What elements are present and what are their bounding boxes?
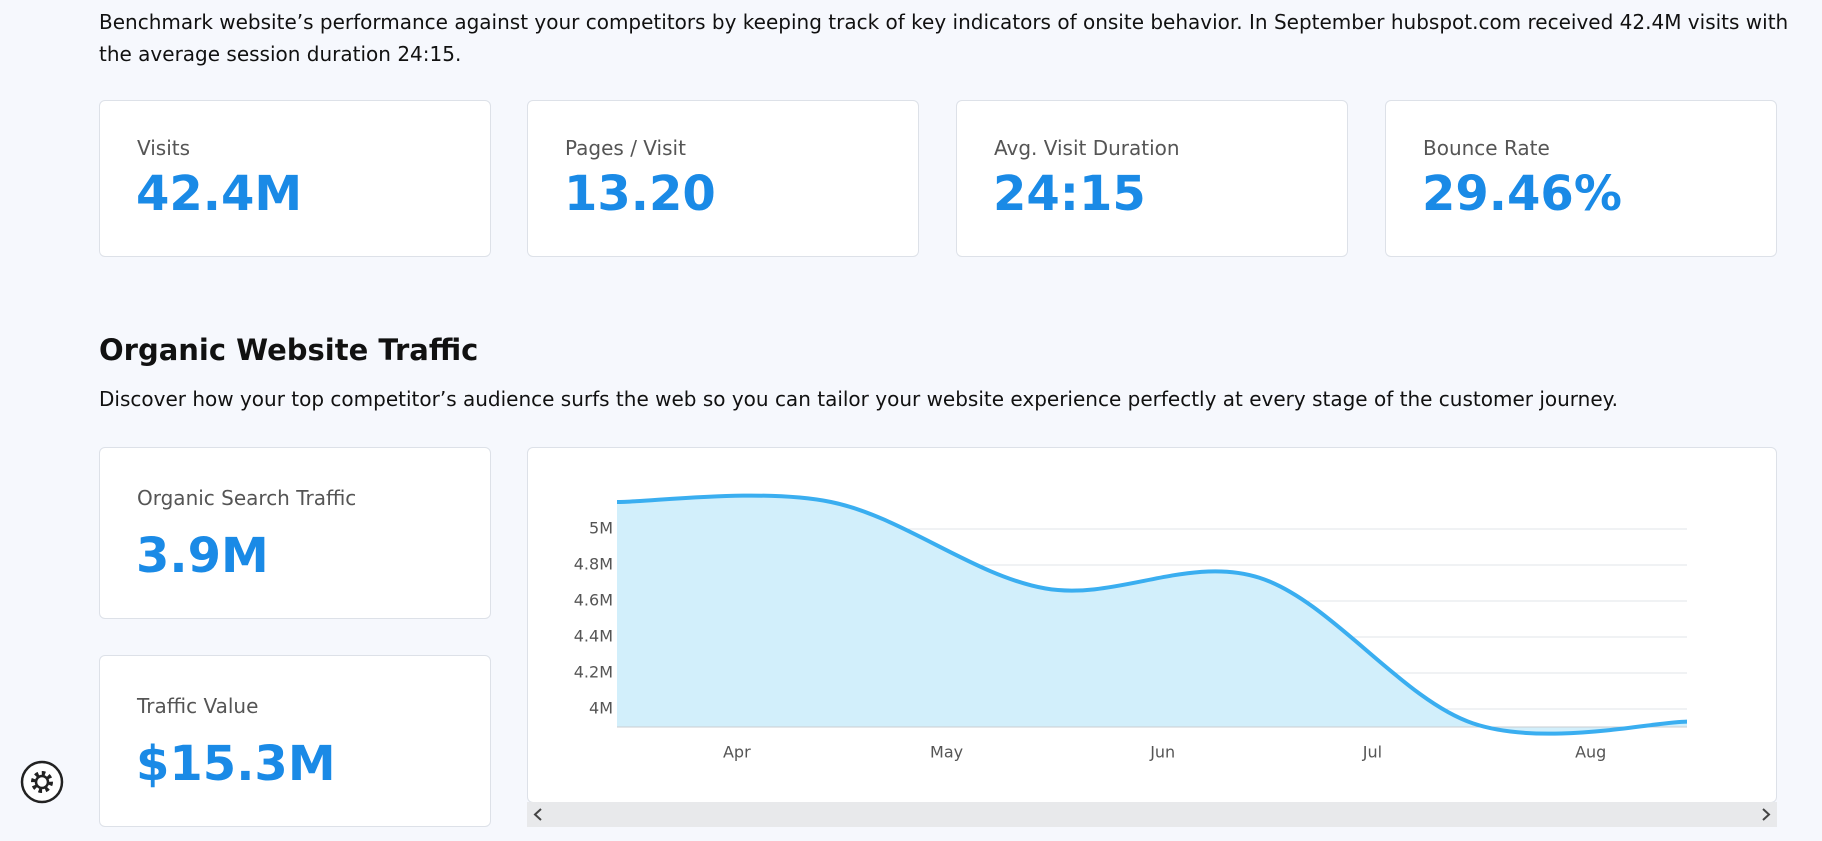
scrollbar[interactable] — [527, 802, 1777, 827]
metric-card: Pages / Visit 13.20 — [527, 100, 919, 257]
metric-card: Visits 42.4M — [99, 100, 491, 257]
section-title: Organic Website Traffic — [99, 333, 479, 367]
x-tick-label: Jul — [1362, 743, 1382, 762]
metric-value: 24:15 — [993, 166, 1146, 222]
metric-card: Organic Search Traffic 3.9M — [99, 447, 491, 619]
metric-card: Traffic Value $15.3M — [99, 655, 491, 827]
scroll-arrows — [533, 808, 1771, 821]
y-tick-label: 4M — [589, 699, 613, 718]
intro-text: Benchmark website’s performance against … — [99, 10, 1789, 66]
metric-value: 3.9M — [136, 528, 269, 584]
scroll-right[interactable] — [1762, 808, 1771, 821]
y-tick-label: 4.6M — [574, 591, 613, 610]
area-fill — [617, 495, 1687, 734]
metric-label: Organic Search Traffic — [137, 486, 357, 510]
y-tick-label: 5M — [589, 519, 613, 538]
y-tick-label: 4.8M — [574, 555, 613, 574]
metric-value: 42.4M — [136, 166, 303, 222]
x-tick-label: Aug — [1575, 743, 1606, 762]
area-line — [616, 493, 1688, 736]
metric-card: Bounce Rate 29.46% — [1385, 100, 1777, 257]
metric-label: Visits — [137, 136, 191, 160]
metric-label: Traffic Value — [137, 694, 259, 718]
x-tick-label: May — [930, 743, 963, 762]
x-tick-label: Apr — [723, 743, 751, 762]
scroll-left[interactable] — [533, 808, 542, 821]
y-tick-label: 4.2M — [574, 663, 613, 682]
metric-value: $15.3M — [136, 736, 336, 792]
metric-card: Avg. Visit Duration 24:15 — [956, 100, 1348, 257]
y-tick-label: 4.4M — [574, 627, 613, 646]
settings-button[interactable] — [20, 760, 64, 804]
chart: 4M 4.2M 4.4M 4.6M 4.8M 5M Apr May Jun Jul Aug — [574, 493, 1688, 762]
metric-value: 13.20 — [564, 166, 716, 222]
chart-card: 4M 4.2M 4.4M 4.6M 4.8M 5M Apr May Jun Jul Aug — [527, 447, 1777, 803]
section-description: Discover how your top competitor’s audie… — [99, 387, 1618, 411]
metric-label: Bounce Rate — [1423, 136, 1550, 160]
metric-label: Avg. Visit Duration — [994, 136, 1180, 160]
x-tick-label: Jun — [1149, 743, 1175, 762]
metric-label: Pages / Visit — [565, 136, 686, 160]
metric-value: 29.46% — [1422, 166, 1622, 222]
